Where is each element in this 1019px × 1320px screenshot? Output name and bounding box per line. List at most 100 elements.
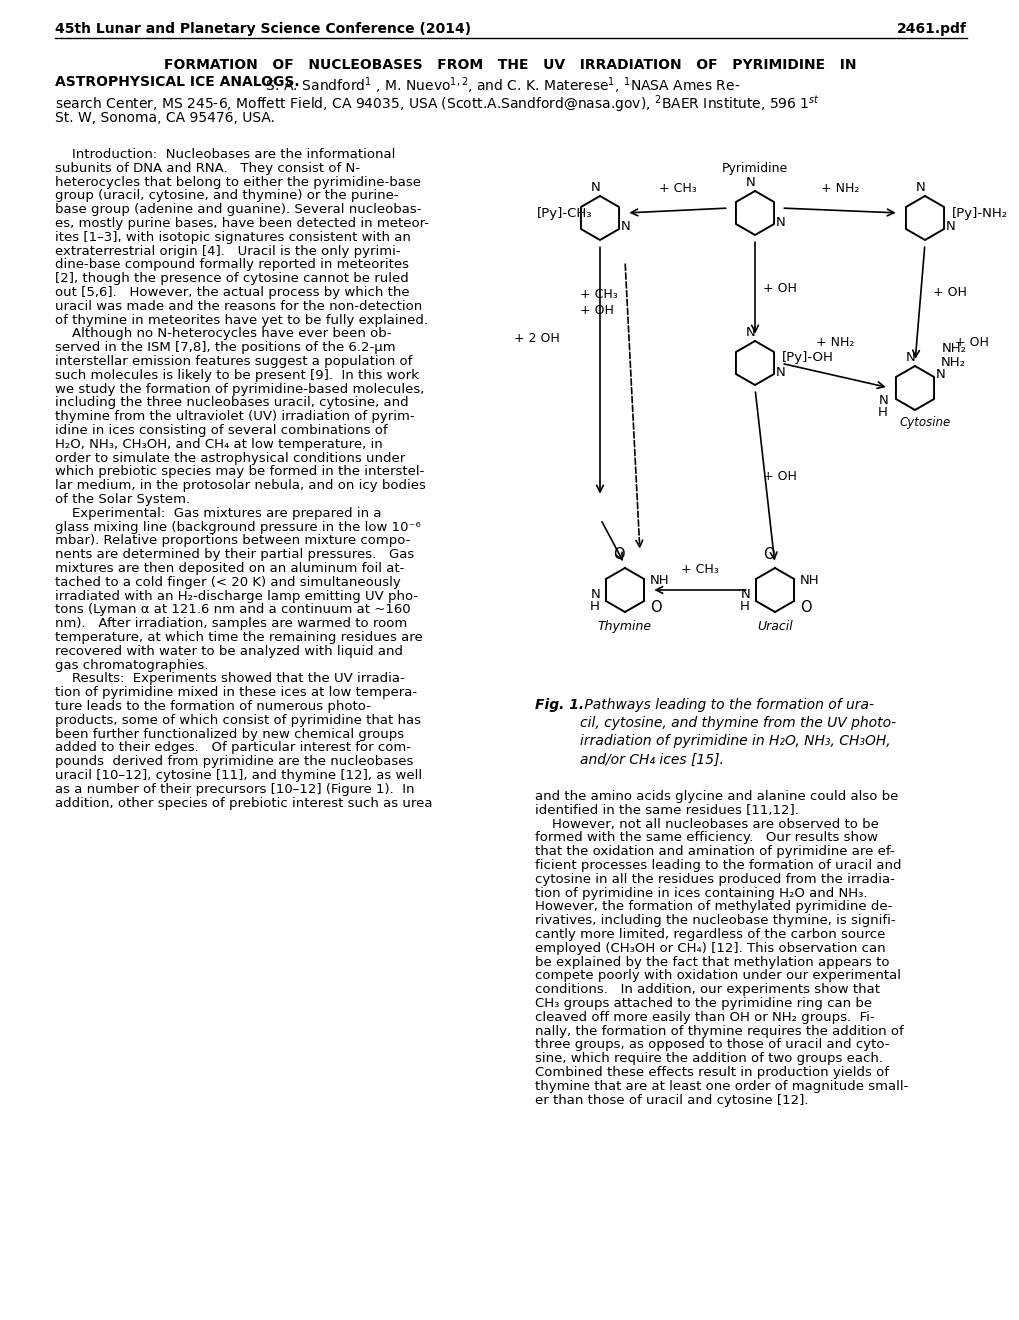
Text: tion of pyrimidine mixed in these ices at low tempera-: tion of pyrimidine mixed in these ices a…: [55, 686, 417, 700]
Text: FORMATION   OF   NUCLEOBASES   FROM   THE   UV   IRRADIATION   OF   PYRIMIDINE  : FORMATION OF NUCLEOBASES FROM THE UV IRR…: [164, 58, 855, 73]
Text: Fig. 1.: Fig. 1.: [535, 698, 584, 711]
Text: nents are determined by their partial pressures.   Gas: nents are determined by their partial pr…: [55, 548, 414, 561]
Text: [Py]-CH₃: [Py]-CH₃: [536, 206, 592, 219]
Text: However, the formation of methylated pyrimidine de-: However, the formation of methylated pyr…: [535, 900, 892, 913]
Text: O: O: [612, 546, 625, 562]
Text: N: N: [935, 368, 945, 381]
Text: pounds  derived from pyrimidine are the nucleobases: pounds derived from pyrimidine are the n…: [55, 755, 413, 768]
Text: of thymine in meteorites have yet to be fully explained.: of thymine in meteorites have yet to be …: [55, 314, 428, 326]
Text: N: N: [745, 326, 755, 339]
Text: + OH: + OH: [954, 337, 987, 350]
Text: tons (Lyman α at 121.6 nm and a continuum at ~160: tons (Lyman α at 121.6 nm and a continuu…: [55, 603, 411, 616]
Text: thymine that are at least one order of magnitude small-: thymine that are at least one order of m…: [535, 1080, 908, 1093]
Text: N: N: [591, 181, 600, 194]
Text: of the Solar System.: of the Solar System.: [55, 492, 190, 506]
Text: N: N: [775, 366, 785, 379]
Text: nally, the formation of thymine requires the addition of: nally, the formation of thymine requires…: [535, 1024, 903, 1038]
Text: search Center, MS 245-6, Moffett Field, CA 94035, USA (Scott.A.Sandford@nasa.gov: search Center, MS 245-6, Moffett Field, …: [55, 92, 819, 115]
Text: conditions.   In addition, our experiments show that: conditions. In addition, our experiments…: [535, 983, 879, 997]
Text: Uracil: Uracil: [756, 620, 792, 634]
Text: H: H: [877, 405, 888, 418]
Text: N: N: [915, 181, 925, 194]
Text: Experimental:  Gas mixtures are prepared in a: Experimental: Gas mixtures are prepared …: [55, 507, 381, 520]
Text: extraterrestrial origin [4].   Uracil is the only pyrimi-: extraterrestrial origin [4]. Uracil is t…: [55, 244, 400, 257]
Text: gas chromatographies.: gas chromatographies.: [55, 659, 208, 672]
Text: N: N: [775, 215, 785, 228]
Text: Pathways leading to the formation of ura-
cil, cytosine, and thymine from the UV: Pathways leading to the formation of ura…: [580, 698, 896, 767]
Text: Combined these effects result in production yields of: Combined these effects result in product…: [535, 1067, 889, 1078]
Text: NH: NH: [649, 573, 668, 586]
Text: N: N: [905, 351, 915, 364]
Text: H₂O, NH₃, CH₃OH, and CH₄ at low temperature, in: H₂O, NH₃, CH₃OH, and CH₄ at low temperat…: [55, 438, 382, 451]
Text: mixtures are then deposited on an aluminum foil at-: mixtures are then deposited on an alumin…: [55, 562, 404, 576]
Text: out [5,6].   However, the actual process by which the: out [5,6]. However, the actual process b…: [55, 286, 410, 300]
Text: Pyrimidine: Pyrimidine: [721, 162, 788, 176]
Text: nm).   After irradiation, samples are warmed to room: nm). After irradiation, samples are warm…: [55, 618, 407, 630]
Text: served in the ISM [7,8], the positions of the 6.2-μm: served in the ISM [7,8], the positions o…: [55, 341, 395, 354]
Text: idine in ices consisting of several combinations of: idine in ices consisting of several comb…: [55, 424, 387, 437]
Text: Although no N-heterocycles have ever been ob-: Although no N-heterocycles have ever bee…: [55, 327, 391, 341]
Text: Thymine: Thymine: [597, 620, 651, 634]
Text: H: H: [740, 601, 749, 614]
Text: dine-base compound formally reported in meteorites: dine-base compound formally reported in …: [55, 259, 409, 272]
Text: compete poorly with oxidation under our experimental: compete poorly with oxidation under our …: [535, 969, 900, 982]
Text: + NH₂: + NH₂: [820, 182, 858, 195]
Text: er than those of uracil and cytosine [12].: er than those of uracil and cytosine [12…: [535, 1093, 808, 1106]
Text: temperature, at which time the remaining residues are: temperature, at which time the remaining…: [55, 631, 422, 644]
Text: heterocycles that belong to either the pyrimidine-base: heterocycles that belong to either the p…: [55, 176, 421, 189]
Text: However, not all nucleobases are observed to be: However, not all nucleobases are observe…: [535, 817, 878, 830]
Text: sine, which require the addition of two groups each.: sine, which require the addition of two …: [535, 1052, 882, 1065]
Text: three groups, as opposed to those of uracil and cyto-: three groups, as opposed to those of ura…: [535, 1039, 889, 1052]
Text: N: N: [590, 589, 599, 602]
Text: identified in the same residues [11,12].: identified in the same residues [11,12].: [535, 804, 798, 817]
Text: + CH₃: + CH₃: [681, 564, 718, 576]
Text: addition, other species of prebiotic interest such as urea: addition, other species of prebiotic int…: [55, 796, 432, 809]
Text: interstellar emission features suggest a population of: interstellar emission features suggest a…: [55, 355, 412, 368]
Text: that the oxidation and amination of pyrimidine are ef-: that the oxidation and amination of pyri…: [535, 845, 894, 858]
Text: added to their edges.   Of particular interest for com-: added to their edges. Of particular inte…: [55, 742, 411, 755]
Text: recovered with water to be analyzed with liquid and: recovered with water to be analyzed with…: [55, 644, 403, 657]
Text: Cytosine: Cytosine: [899, 416, 950, 429]
Text: + 2 OH: + 2 OH: [514, 331, 559, 345]
Text: uracil [10–12], cytosine [11], and thymine [12], as well: uracil [10–12], cytosine [11], and thymi…: [55, 770, 422, 781]
Text: + OH: + OH: [762, 470, 796, 483]
Text: subunits of DNA and RNA.   They consist of N-: subunits of DNA and RNA. They consist of…: [55, 162, 360, 174]
Text: we study the formation of pyrimidine-based molecules,: we study the formation of pyrimidine-bas…: [55, 383, 424, 396]
Text: cantly more limited, regardless of the carbon source: cantly more limited, regardless of the c…: [535, 928, 884, 941]
Text: NH: NH: [799, 573, 819, 586]
Text: been further functionalized by new chemical groups: been further functionalized by new chemi…: [55, 727, 404, 741]
Text: tion of pyrimidine in ices containing H₂O and NH₃.: tion of pyrimidine in ices containing H₂…: [535, 887, 866, 900]
Text: N: N: [877, 393, 888, 407]
Text: products, some of which consist of pyrimidine that has: products, some of which consist of pyrim…: [55, 714, 421, 727]
Text: irradiated with an H₂-discharge lamp emitting UV pho-: irradiated with an H₂-discharge lamp emi…: [55, 590, 418, 603]
Text: CH₃ groups attached to the pyrimidine ring can be: CH₃ groups attached to the pyrimidine ri…: [535, 997, 871, 1010]
Text: O: O: [799, 601, 811, 615]
Text: rivatives, including the nucleobase thymine, is signifi-: rivatives, including the nucleobase thym…: [535, 915, 895, 927]
Text: glass mixing line (background pressure in the low 10⁻⁶: glass mixing line (background pressure i…: [55, 520, 421, 533]
Text: + CH₃: + CH₃: [658, 182, 696, 195]
Text: including the three nucleobases uracil, cytosine, and: including the three nucleobases uracil, …: [55, 396, 409, 409]
Text: employed (CH₃OH or CH₄) [12]. This observation can: employed (CH₃OH or CH₄) [12]. This obser…: [535, 941, 884, 954]
Text: St. W, Sonoma, CA 95476, USA.: St. W, Sonoma, CA 95476, USA.: [55, 111, 275, 125]
Text: lar medium, in the protosolar nebula, and on icy bodies: lar medium, in the protosolar nebula, an…: [55, 479, 426, 492]
Text: tached to a cold finger (< 20 K) and simultaneously: tached to a cold finger (< 20 K) and sim…: [55, 576, 400, 589]
Text: Results:  Experiments showed that the UV irradia-: Results: Experiments showed that the UV …: [55, 672, 405, 685]
Text: order to simulate the astrophysical conditions under: order to simulate the astrophysical cond…: [55, 451, 405, 465]
Text: 2461.pdf: 2461.pdf: [897, 22, 966, 36]
Text: cleaved off more easily than OH or NH₂ groups.  Fi-: cleaved off more easily than OH or NH₂ g…: [535, 1011, 873, 1024]
Text: N: N: [745, 176, 755, 189]
Text: S. A. Sandford$^1$ , M. Nuevo$^{1,2}$, and C. K. Materese$^1$, $^1$NASA Ames Re-: S. A. Sandford$^1$ , M. Nuevo$^{1,2}$, a…: [257, 75, 740, 95]
Text: NH₂: NH₂: [941, 356, 965, 370]
Text: es, mostly purine bases, have been detected in meteor-: es, mostly purine bases, have been detec…: [55, 216, 429, 230]
Text: uracil was made and the reasons for the non-detection: uracil was made and the reasons for the …: [55, 300, 422, 313]
Text: O: O: [762, 546, 774, 562]
Text: [Py]-NH₂: [Py]-NH₂: [951, 206, 1007, 219]
Text: as a number of their precursors [10–12] (Figure 1).  In: as a number of their precursors [10–12] …: [55, 783, 414, 796]
Text: [2], though the presence of cytosine cannot be ruled: [2], though the presence of cytosine can…: [55, 272, 409, 285]
Text: O: O: [649, 601, 661, 615]
Text: + OH: + OH: [762, 281, 796, 294]
Text: thymine from the ultraviolet (UV) irradiation of pyrim-: thymine from the ultraviolet (UV) irradi…: [55, 411, 414, 424]
Text: Introduction:  Nucleobases are the informational: Introduction: Nucleobases are the inform…: [55, 148, 395, 161]
Text: formed with the same efficiency.   Our results show: formed with the same efficiency. Our res…: [535, 832, 877, 845]
Text: 45th Lunar and Planetary Science Conference (2014): 45th Lunar and Planetary Science Confere…: [55, 22, 471, 36]
